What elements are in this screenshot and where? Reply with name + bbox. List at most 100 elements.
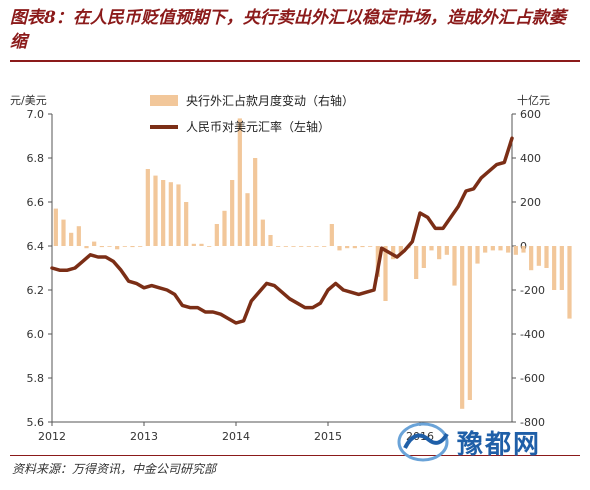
left-tick-label: 7.0 — [27, 108, 45, 121]
fx-change-bar — [529, 246, 534, 271]
left-tick-label: 6.2 — [27, 284, 45, 297]
source-note: 资料来源：万得资讯，中金公司研究部 — [12, 462, 217, 476]
fx-change-bar — [490, 246, 495, 251]
fx-change-bar — [291, 246, 296, 247]
fx-change-bar — [230, 180, 235, 246]
legend-bar-swatch — [150, 95, 178, 106]
fx-change-bar — [138, 246, 143, 247]
x-tick-label: 2012 — [38, 430, 66, 443]
fx-change-bar — [161, 180, 166, 246]
fx-change-bar — [53, 208, 58, 246]
right-axis-unit: 十亿元 — [517, 94, 550, 107]
fx-change-bar — [559, 246, 564, 290]
right-tick-label: -800 — [520, 416, 545, 429]
fx-change-bar — [276, 246, 281, 247]
right-tick-label: -600 — [520, 372, 545, 385]
watermark-text: 豫都网 — [457, 430, 542, 460]
fx-change-bar — [130, 246, 135, 248]
left-tick-label: 6.6 — [27, 196, 45, 209]
bar-series — [53, 118, 572, 409]
fx-change-bar — [444, 246, 449, 255]
fx-change-bar — [237, 118, 242, 246]
fx-change-bar — [184, 202, 189, 246]
fx-change-bar — [199, 243, 204, 246]
fx-change-bar — [191, 243, 196, 246]
watermark-logo: 豫都网 — [395, 418, 585, 468]
fx-change-bar — [153, 175, 158, 246]
chart-legend: 央行外汇占款月度变动（右轴） 人民币对美元汇率（左轴） — [150, 93, 354, 134]
fx-change-bar — [107, 246, 112, 247]
right-tick-label: -200 — [520, 284, 545, 297]
fx-change-bar — [115, 246, 120, 250]
fx-change-bar — [122, 246, 127, 247]
fx-change-bar — [483, 246, 488, 253]
fx-change-bar — [567, 246, 572, 319]
left-tick-label: 5.6 — [27, 416, 45, 429]
fx-change-bar — [337, 246, 342, 251]
legend-bar-label: 央行外汇占款月度变动（右轴） — [186, 93, 354, 108]
fx-change-bar — [268, 235, 273, 246]
fx-change-bar — [506, 246, 511, 253]
fx-change-bar — [283, 246, 288, 247]
wave-logo-icon — [397, 422, 449, 462]
line-series — [50, 136, 514, 325]
x-tick-label: 2015 — [314, 430, 342, 443]
fx-change-bar — [245, 193, 250, 246]
fx-change-bar — [414, 246, 419, 279]
fx-change-bar — [61, 219, 66, 246]
fx-change-bar — [168, 182, 173, 246]
fx-change-bar — [552, 246, 557, 290]
fx-change-bar — [207, 246, 212, 247]
legend-line-label: 人民币对美元汇率（左轴） — [186, 119, 330, 134]
x-tick-label: 2013 — [130, 430, 158, 443]
fx-change-bar — [544, 246, 549, 268]
fx-change-bar — [222, 210, 227, 246]
fx-change-bar — [299, 246, 304, 247]
fx-change-bar — [460, 246, 465, 409]
fx-change-bar — [145, 169, 150, 246]
fx-change-bar — [306, 246, 311, 247]
fx-change-bar — [314, 246, 319, 247]
left-tick-label: 5.8 — [27, 372, 45, 385]
right-tick-label: -400 — [520, 328, 545, 341]
fx-change-bar — [329, 224, 334, 246]
fx-change-bar — [391, 246, 396, 260]
fx-change-bar — [475, 246, 480, 264]
fx-change-bar — [383, 246, 388, 301]
fx-change-bar — [421, 246, 426, 268]
fx-change-bar — [176, 184, 181, 246]
fx-change-bar — [345, 246, 350, 249]
fx-change-bar — [76, 226, 81, 246]
fx-change-bar — [84, 246, 89, 249]
footer-divider — [10, 455, 580, 456]
right-tick-label: 200 — [520, 196, 541, 209]
left-tick-label: 6.0 — [27, 328, 45, 341]
fx-change-bar — [513, 246, 518, 255]
fx-change-bar — [536, 246, 541, 266]
fx-change-bar — [452, 246, 457, 286]
fx-change-bar — [429, 246, 434, 251]
right-tick-label: 400 — [520, 152, 541, 165]
left-axis-unit: 元/美元 — [10, 94, 47, 107]
fx-change-bar — [99, 246, 104, 248]
usdcny-line — [50, 136, 514, 325]
right-tick-label: 600 — [520, 108, 541, 121]
left-tick-label: 6.8 — [27, 152, 45, 165]
title-divider — [10, 60, 580, 62]
fx-change-bar — [352, 246, 357, 249]
fx-change-bar — [253, 158, 258, 246]
chart-axes: 7.06.86.66.46.26.05.85.66004002000-200-4… — [27, 108, 545, 443]
fx-change-bar — [398, 246, 403, 253]
fx-change-bar — [498, 246, 503, 251]
fx-change-bar — [260, 219, 265, 246]
fx-change-bar — [521, 246, 526, 253]
fx-change-bar — [214, 224, 219, 246]
fx-change-bar — [69, 232, 74, 246]
left-tick-label: 6.4 — [27, 240, 45, 253]
fx-change-bar — [437, 246, 442, 260]
chart-title: 图表8：在人民币贬值预期下，央行卖出外汇以稳定市场，造成外汇占款萎缩 — [10, 8, 566, 52]
x-tick-label: 2014 — [222, 430, 250, 443]
fx-change-bar — [322, 246, 327, 247]
fx-change-bar — [92, 241, 97, 246]
